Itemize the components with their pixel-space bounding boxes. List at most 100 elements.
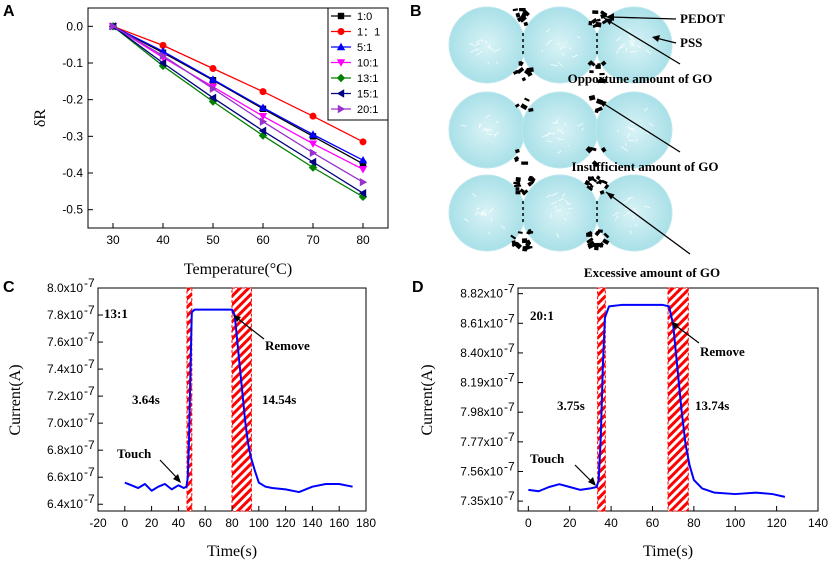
go-flake xyxy=(604,183,610,190)
pedot-fiber xyxy=(567,212,569,215)
go-flake xyxy=(520,103,528,111)
chart-a-xtick-label: 60 xyxy=(256,233,270,247)
caption-arrowhead xyxy=(604,18,613,26)
chart-d-ytick-exponent: -7 xyxy=(504,341,515,355)
go-flake xyxy=(521,161,529,165)
chart-a-xtick-label: 70 xyxy=(306,233,320,247)
go-flake xyxy=(586,232,593,237)
pedot-fiber xyxy=(484,127,488,131)
go-flake xyxy=(517,231,523,234)
pedot-fiber xyxy=(623,198,631,203)
go-flake xyxy=(597,63,601,67)
chart-d-remove-arrowhead xyxy=(671,322,679,329)
pedot-fiber xyxy=(625,48,628,53)
chart-c-current-line xyxy=(124,308,353,494)
chart-d-ytick-label: 8.19x10 xyxy=(460,376,503,390)
go-flake xyxy=(599,72,605,76)
chart-a-legend-entry: 13:1 xyxy=(357,73,378,85)
chart-d-fall: 13.74s xyxy=(695,398,729,413)
pedot-fiber xyxy=(629,50,637,53)
pedot-fiber xyxy=(545,132,551,137)
chart-a-legend-entry: 10:1 xyxy=(357,58,378,70)
diagram-b: Opportune amount of GO Insufficient amoun… xyxy=(448,6,725,280)
pedot-fiber xyxy=(643,107,649,112)
chart-d-xtick-label: 60 xyxy=(646,516,660,530)
chart-a-legend-marker xyxy=(336,59,346,67)
pedot-fiber xyxy=(559,46,564,51)
chart-a-legend: 1:0 1：1 5:1 10:1 13:1 15:1 20:1 xyxy=(327,7,389,121)
chart-d-touch: Touch xyxy=(530,451,565,466)
chart-a-point xyxy=(159,41,167,49)
chart-a-point xyxy=(309,112,317,120)
pedot-fiber xyxy=(477,212,483,216)
go-flake xyxy=(515,12,521,18)
chart-d-xtick-label: 20 xyxy=(563,516,577,530)
chart-d-title: 20:1 xyxy=(530,308,554,323)
caption-arrow xyxy=(603,17,681,65)
diagram-row-insufficient: Insufficient amount of GO xyxy=(448,91,718,174)
pedot-fiber xyxy=(563,45,567,48)
chart-a-legend-marker xyxy=(336,42,346,51)
chart-a-legend-entry: 1:0 xyxy=(357,11,372,23)
go-flake xyxy=(522,9,528,15)
chart-c-xlabel: Time(s) xyxy=(207,543,257,560)
chart-c-ylabel: Current(A) xyxy=(7,364,24,435)
chart-a-ytick-label: 0.0 xyxy=(66,19,83,33)
pedot-fiber xyxy=(478,123,481,128)
pedot-fiber xyxy=(556,208,562,212)
pedot-fiber xyxy=(481,209,487,214)
chart-d-ytick-label: 7.77x10 xyxy=(460,435,503,449)
pedot-fiber xyxy=(576,123,584,127)
pedot-fiber xyxy=(554,205,557,210)
go-flake xyxy=(591,17,598,24)
chart-d-ylabel: Current(A) xyxy=(419,364,436,435)
chart-a-xlabel: Temperature(°C) xyxy=(184,261,292,278)
chart-d-touch-arrow xyxy=(574,464,593,483)
chart-a: 30 40 50 60 70 80 0.0 -0.1 -0.2 -0.3 -0.4 -0.5 Temp… xyxy=(32,7,389,278)
chart-a-point xyxy=(308,140,318,148)
go-flake xyxy=(601,179,608,185)
pedot-fiber xyxy=(644,205,650,209)
pedot-fiber xyxy=(463,218,469,223)
chart-d-xtick-label: 80 xyxy=(687,516,701,530)
chart-c-xtick-label: 120 xyxy=(276,516,296,530)
chart-a-ytick-label: -0.3 xyxy=(62,129,83,143)
chart-c-rise: 3.64s xyxy=(132,392,160,407)
pedot-fiber xyxy=(546,194,552,198)
pedot-fiber xyxy=(558,197,565,202)
chart-a-legend-marker xyxy=(337,28,345,35)
pedot-fiber xyxy=(632,215,635,219)
go-flake xyxy=(585,146,593,154)
chart-d-xtick-label: 120 xyxy=(767,516,787,530)
chart-a-point xyxy=(259,88,267,96)
chart-a-xtick-label: 50 xyxy=(206,233,220,247)
go-flake xyxy=(527,228,533,235)
chart-a-legend-entry: 15:1 xyxy=(357,89,378,101)
chart-c-ytick-exponent: -7 xyxy=(84,438,95,452)
go-flake xyxy=(588,178,593,182)
chart-a-legend-marker xyxy=(337,104,346,114)
diagram-row-excessive: Excessive amount of GO xyxy=(448,174,720,280)
go-flake xyxy=(599,190,605,195)
chart-c-ytick-label: 6.6x10 xyxy=(47,470,83,484)
pedot-fiber xyxy=(556,43,560,46)
go-flake xyxy=(587,60,594,66)
pedot-fiber xyxy=(563,217,567,221)
pedot-fiber xyxy=(623,211,630,217)
chart-d-ytick-label: 7.35x10 xyxy=(460,494,503,508)
go-flake xyxy=(514,184,522,188)
chart-c-xtick-label: 180 xyxy=(356,516,376,530)
pedot-fiber xyxy=(493,48,501,53)
chart-a-ytick-label: -0.5 xyxy=(62,203,83,217)
chart-d-xtick-label: 140 xyxy=(808,516,828,530)
chart-c-title: 13:1 xyxy=(104,306,128,321)
chart-d-touch-arrowhead xyxy=(588,477,596,486)
chart-d-ytick-label: 7.98x10 xyxy=(460,405,503,419)
chart-c-ytick-exponent: -7 xyxy=(84,411,95,425)
pedot-arrowhead xyxy=(606,13,614,21)
pedot-fiber xyxy=(630,39,634,44)
chart-c-ytick-label: 6.4x10 xyxy=(47,497,83,511)
pedot-fiber xyxy=(484,213,487,216)
panel-label-a: A xyxy=(3,3,15,20)
pedot-fiber xyxy=(472,193,477,198)
